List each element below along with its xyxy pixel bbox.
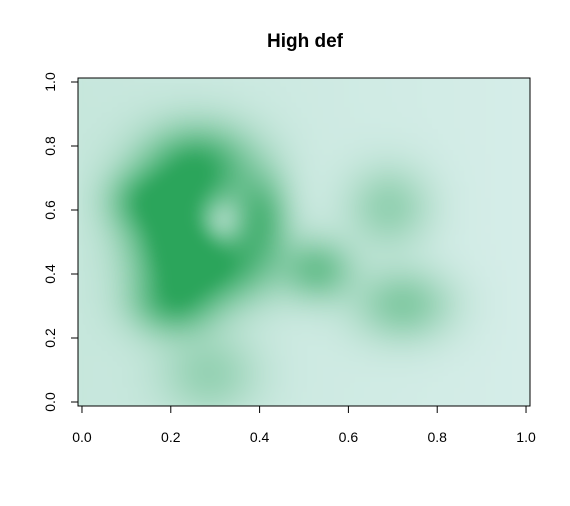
y-tick-label: 0.2: [42, 328, 58, 348]
density-raster: [78, 78, 530, 406]
x-tick-label: 0.4: [250, 429, 270, 445]
heatmap-area: [78, 78, 530, 406]
x-tick-label: 0.8: [427, 429, 447, 445]
y-axis: 0.0 0.2 0.4 0.6 0.8 1.0: [42, 72, 79, 412]
y-tick-label: 0.4: [42, 264, 58, 284]
y-tick-label: 0.6: [42, 200, 58, 220]
x-tick-label: 0.0: [72, 429, 92, 445]
x-axis: 0.0 0.2 0.4 0.6 0.8 1.0: [72, 405, 536, 445]
x-tick-label: 0.2: [161, 429, 181, 445]
y-tick-label: 1.0: [42, 72, 58, 92]
y-tick-label: 0.0: [42, 392, 58, 412]
y-tick-label: 0.8: [42, 136, 58, 156]
chart-title: High def: [267, 31, 344, 52]
x-tick-label: 0.6: [339, 429, 359, 445]
x-tick-label: 1.0: [516, 429, 536, 445]
